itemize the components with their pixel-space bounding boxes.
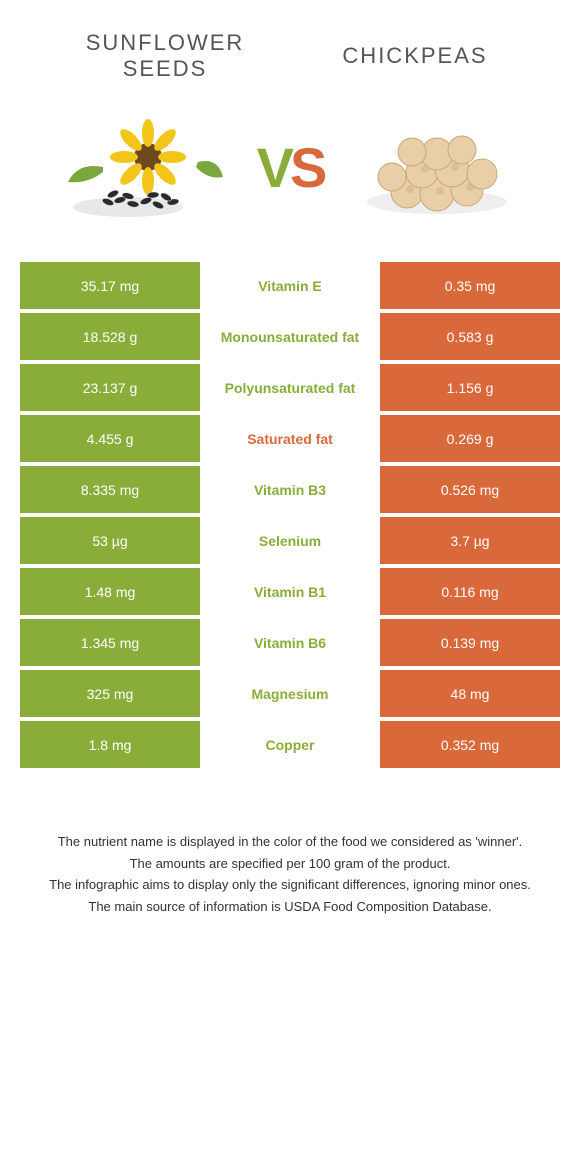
cell-label: Magnesium — [200, 670, 380, 717]
table-row: 18.528 g Monounsaturated fat 0.583 g — [20, 313, 560, 364]
cell-right: 0.583 g — [380, 313, 560, 360]
cell-left: 1.8 mg — [20, 721, 200, 768]
cell-label: Monounsaturated fat — [200, 313, 380, 360]
cell-label: Vitamin B6 — [200, 619, 380, 666]
cell-left: 35.17 mg — [20, 262, 200, 309]
footer-line: The amounts are specified per 100 gram o… — [40, 854, 540, 874]
cell-right: 0.269 g — [380, 415, 560, 462]
cell-right: 48 mg — [380, 670, 560, 717]
table-row: 35.17 mg Vitamin E 0.35 mg — [20, 262, 560, 313]
table-row: 1.48 mg Vitamin B1 0.116 mg — [20, 568, 560, 619]
titles-row: SUNFLOWER SEEDS CHICKPEAS — [20, 20, 560, 112]
cell-right: 0.352 mg — [380, 721, 560, 768]
cell-label: Saturated fat — [200, 415, 380, 462]
infographic-container: SUNFLOWER SEEDS CHICKPEAS — [0, 0, 580, 958]
title-left: SUNFLOWER SEEDS — [40, 30, 290, 82]
vs-v: V — [257, 136, 290, 199]
cell-label: Vitamin B1 — [200, 568, 380, 615]
cell-left: 23.137 g — [20, 364, 200, 411]
table-row: 23.137 g Polyunsaturated fat 1.156 g — [20, 364, 560, 415]
sunflower-image — [30, 112, 257, 222]
cell-right: 3.7 µg — [380, 517, 560, 564]
cell-right: 1.156 g — [380, 364, 560, 411]
cell-label: Vitamin E — [200, 262, 380, 309]
chickpeas-image — [323, 112, 550, 222]
cell-left: 8.335 mg — [20, 466, 200, 513]
footer-line: The infographic aims to display only the… — [40, 875, 540, 895]
footer-line: The nutrient name is displayed in the co… — [40, 832, 540, 852]
cell-label: Copper — [200, 721, 380, 768]
cell-right: 0.139 mg — [380, 619, 560, 666]
cell-label: Polyunsaturated fat — [200, 364, 380, 411]
cell-left: 53 µg — [20, 517, 200, 564]
cell-left: 18.528 g — [20, 313, 200, 360]
table-row: 1.345 mg Vitamin B6 0.139 mg — [20, 619, 560, 670]
cell-label: Vitamin B3 — [200, 466, 380, 513]
vs-s: S — [290, 136, 323, 199]
table-row: 8.335 mg Vitamin B3 0.526 mg — [20, 466, 560, 517]
cell-label: Selenium — [200, 517, 380, 564]
title-right: CHICKPEAS — [290, 43, 540, 69]
title-left-line1: SUNFLOWER — [40, 30, 290, 56]
footer-line: The main source of information is USDA F… — [40, 897, 540, 917]
footer-notes: The nutrient name is displayed in the co… — [20, 772, 560, 938]
cell-left: 1.345 mg — [20, 619, 200, 666]
cell-right: 0.526 mg — [380, 466, 560, 513]
table-row: 325 mg Magnesium 48 mg — [20, 670, 560, 721]
cell-left: 4.455 g — [20, 415, 200, 462]
cell-left: 325 mg — [20, 670, 200, 717]
vs-label: VS — [257, 135, 324, 200]
table-row: 4.455 g Saturated fat 0.269 g — [20, 415, 560, 466]
cell-right: 0.116 mg — [380, 568, 560, 615]
title-left-line2: SEEDS — [40, 56, 290, 82]
hero-row: VS — [20, 112, 560, 262]
table-row: 53 µg Selenium 3.7 µg — [20, 517, 560, 568]
cell-left: 1.48 mg — [20, 568, 200, 615]
cell-right: 0.35 mg — [380, 262, 560, 309]
table-row: 1.8 mg Copper 0.352 mg — [20, 721, 560, 772]
nutrient-table: 35.17 mg Vitamin E 0.35 mg 18.528 g Mono… — [20, 262, 560, 772]
